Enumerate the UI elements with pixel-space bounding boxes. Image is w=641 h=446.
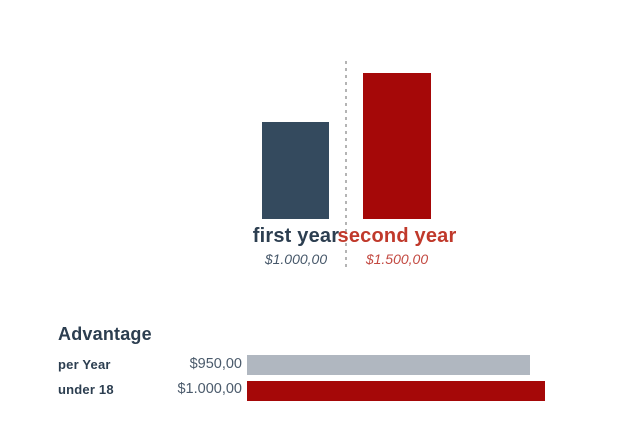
- bar-under-18: [247, 381, 545, 401]
- row-value-per-year: $950,00: [189, 356, 242, 372]
- bar-value-second-year: $1.500,00: [365, 251, 429, 267]
- bar-first-year: [262, 121, 329, 219]
- row-label-under-18: under 18: [58, 382, 114, 397]
- bar-per-year: [247, 355, 530, 375]
- row-label-per-year: per Year: [58, 357, 111, 372]
- bar-label-first-year: first year: [252, 225, 340, 247]
- bar-value-first-year: $1.000,00: [264, 251, 328, 267]
- bar-second-year: [363, 73, 431, 219]
- advantage-heading: Advantage: [58, 324, 152, 344]
- row-value-under-18: $1.000,00: [177, 381, 242, 397]
- dotted-divider: [345, 61, 347, 271]
- advantage-section: Advantage per Year $950,00 under 18 $1.0…: [0, 320, 641, 430]
- plot-area: [0, 73, 641, 219]
- bar-label-second-year: second year: [337, 225, 457, 247]
- year-comparison-chart: first year second year $1.000,00 $1.500,…: [0, 61, 641, 271]
